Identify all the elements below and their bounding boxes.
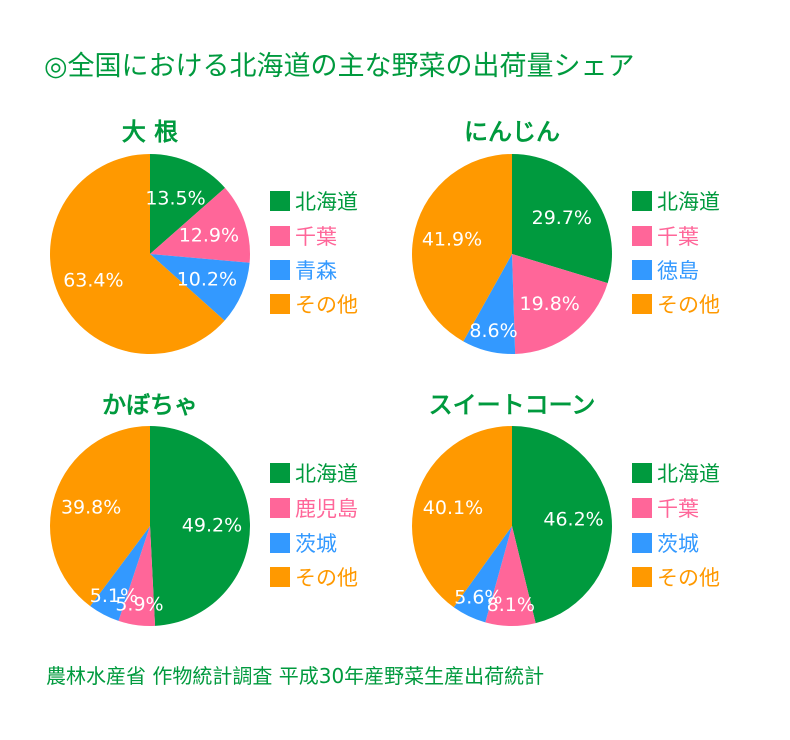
legend-label: 千葉 <box>657 225 699 249</box>
data-label: 10.2% <box>177 269 237 291</box>
legend-label: 茨城 <box>657 532 699 556</box>
data-label: 29.7% <box>532 207 592 229</box>
legend-label: 北海道 <box>657 190 720 214</box>
pie-title: にんじん <box>464 118 560 146</box>
pie-slice <box>90 526 150 621</box>
pie-slice <box>118 526 156 626</box>
pie-title: かぼちゃ <box>102 391 198 419</box>
page-title: ◎全国における北海道の主な野菜の出荷量シェア <box>44 51 635 82</box>
legend-label: 徳島 <box>657 259 699 283</box>
data-label: 13.5% <box>145 187 205 209</box>
pie-slice <box>150 187 250 263</box>
legend-swatch <box>632 463 652 483</box>
legend-label: 千葉 <box>295 225 337 249</box>
pie-slice <box>150 426 251 626</box>
data-label: 5.9% <box>115 593 163 615</box>
pie-slice <box>150 154 226 254</box>
pie-slice <box>485 526 536 626</box>
data-label: 19.8% <box>520 293 580 315</box>
legend-swatch <box>632 533 652 553</box>
legend-swatch <box>632 226 652 246</box>
legend-swatch <box>632 260 652 280</box>
data-label: 49.2% <box>182 514 242 536</box>
legend-swatch <box>632 567 652 587</box>
data-label: 5.6% <box>454 586 502 608</box>
legend-swatch <box>632 498 652 518</box>
legend-swatch <box>632 191 652 211</box>
legend-label: その他 <box>657 293 720 317</box>
legend-swatch <box>270 567 290 587</box>
pie-slice <box>512 254 608 354</box>
legend-label: 北海道 <box>657 462 720 486</box>
pie-slice <box>453 526 512 623</box>
data-label: 8.6% <box>469 320 517 342</box>
pie-slice <box>412 154 512 342</box>
pie-slice <box>463 254 516 354</box>
legend-label: 茨城 <box>295 532 337 556</box>
data-label: 46.2% <box>543 509 603 531</box>
legend-swatch <box>270 463 290 483</box>
data-label: 8.1% <box>487 594 535 616</box>
legend-label: その他 <box>295 566 358 590</box>
legend-label: 北海道 <box>295 190 358 214</box>
legend-swatch <box>632 294 652 314</box>
legend-label: その他 <box>657 566 720 590</box>
legend-label: 青森 <box>295 259 337 283</box>
data-label: 12.9% <box>179 225 239 247</box>
data-label: 63.4% <box>63 269 123 291</box>
legend-label: 鹿児島 <box>295 497 358 521</box>
pie-slice <box>150 254 250 321</box>
data-label: 5.1% <box>90 585 138 607</box>
data-label: 39.8% <box>61 496 121 518</box>
pie-title: スイートコーン <box>429 391 596 419</box>
legend-swatch <box>270 191 290 211</box>
legend-label: その他 <box>295 293 358 317</box>
legend-label: 千葉 <box>657 497 699 521</box>
pie-slice <box>512 426 612 624</box>
source-note: 農林水産省 作物統計調査 平成30年産野菜生産出荷統計 <box>46 664 545 688</box>
pie-slice <box>412 426 512 608</box>
pie-title: 大 根 <box>122 118 178 146</box>
pie-slice <box>512 154 612 284</box>
legend-label: 北海道 <box>295 462 358 486</box>
pie-slice <box>49 426 150 607</box>
legend-swatch <box>270 226 290 246</box>
legend-swatch <box>270 533 290 553</box>
data-label: 40.1% <box>423 497 483 519</box>
legend-swatch <box>270 294 290 314</box>
pie-slice <box>50 154 225 354</box>
legend-swatch <box>270 498 290 518</box>
data-label: 41.9% <box>422 228 482 250</box>
legend-swatch <box>270 260 290 280</box>
